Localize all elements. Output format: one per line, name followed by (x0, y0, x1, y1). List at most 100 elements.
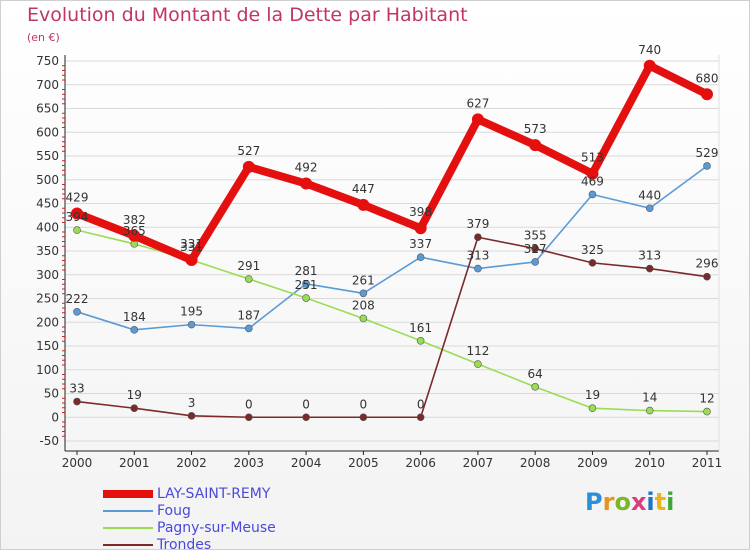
legend-item: Trondes (103, 536, 276, 553)
data-label: 161 (409, 321, 432, 335)
data-label: 492 (295, 161, 318, 175)
data-label: 12 (699, 392, 714, 406)
x-tick-label: 2011 (692, 456, 723, 470)
data-point (586, 167, 599, 180)
series-line (73, 61, 711, 265)
legend-swatch (103, 526, 153, 529)
data-label: 195 (180, 305, 203, 319)
data-label: 281 (295, 264, 318, 278)
y-tick-label: 400 (36, 220, 59, 234)
series-line (76, 229, 708, 413)
data-point (645, 204, 654, 213)
x-tick-label: 2004 (291, 456, 322, 470)
data-label: 327 (524, 242, 547, 256)
data-label: 573 (524, 122, 547, 136)
data-point (359, 289, 368, 298)
data-point (187, 412, 196, 420)
data-label: 222 (66, 292, 89, 306)
data-point (416, 336, 425, 345)
legend-swatch (103, 509, 153, 512)
data-point (187, 320, 196, 329)
data-label: 337 (409, 237, 432, 251)
data-point (302, 279, 310, 288)
data-point (242, 160, 255, 173)
x-tick-label: 2003 (234, 456, 265, 470)
grid (65, 60, 719, 442)
data-point (128, 229, 141, 242)
data-label: 680 (696, 71, 719, 85)
legend-swatch (103, 543, 153, 546)
proxiti-logo: Proxiti (585, 488, 675, 516)
data-point (529, 139, 542, 152)
data-label: 261 (352, 273, 375, 287)
y-tick-label: -50 (39, 434, 59, 448)
data-point (531, 258, 539, 266)
data-point (302, 294, 310, 302)
legend-item: Pagny-sur-Meuse (103, 519, 276, 536)
legend-label: Foug (157, 502, 191, 519)
data-label: 112 (466, 344, 489, 358)
data-label: 447 (352, 182, 375, 196)
y-tick-label: 150 (36, 339, 59, 353)
axes: -500501001502002503003504004505005506006… (36, 54, 722, 470)
series-lines (71, 59, 713, 422)
data-label: 313 (638, 249, 661, 263)
y-tick-label: 700 (36, 78, 59, 92)
chart-title: Evolution du Montant de la Dette par Hab… (27, 4, 468, 26)
data-label: 379 (466, 217, 489, 231)
x-tick-label: 2008 (520, 456, 551, 470)
data-label: 313 (466, 249, 489, 263)
data-label: 64 (528, 367, 543, 381)
y-tick-label: 500 (36, 173, 59, 187)
data-label: 19 (585, 388, 600, 402)
data-point (416, 253, 425, 261)
data-point (588, 259, 597, 267)
y-tick-label: 250 (36, 292, 59, 306)
data-point (414, 222, 427, 235)
legend: LAY-SAINT-REMY Foug Pagny-sur-Meuse Trondes (103, 485, 276, 553)
y-tick-label: 300 (36, 268, 59, 282)
data-label: 251 (295, 278, 318, 292)
data-point (300, 177, 313, 190)
data-point (703, 272, 711, 281)
y-tick-label: 200 (36, 315, 59, 329)
data-point (73, 307, 81, 316)
y-tick-label: 750 (36, 54, 59, 68)
data-label: 19 (127, 388, 142, 402)
data-point (471, 113, 484, 126)
legend-item: Foug (103, 502, 276, 519)
data-label: 740 (638, 43, 661, 57)
data-point (73, 397, 81, 406)
chart-subtitle: (en €) (27, 31, 60, 44)
data-label: 429 (66, 190, 89, 204)
data-label: 382 (123, 213, 146, 227)
data-point (474, 233, 482, 242)
data-point (645, 264, 654, 273)
data-label: 0 (302, 397, 310, 411)
data-point (357, 198, 370, 211)
legend-label: Pagny-sur-Meuse (157, 519, 276, 536)
data-point (73, 226, 81, 234)
data-point (701, 88, 713, 101)
data-point (359, 413, 368, 422)
data-label: 394 (66, 210, 89, 224)
y-tick-label: 100 (36, 363, 59, 377)
y-tick-label: 0 (51, 410, 59, 424)
data-label: 0 (417, 397, 425, 411)
data-label: 529 (696, 146, 719, 160)
data-label: 325 (581, 243, 604, 257)
x-tick-label: 2010 (634, 456, 665, 470)
data-point (359, 314, 368, 323)
data-label: 3 (188, 396, 196, 410)
data-point (531, 244, 539, 253)
data-point (302, 413, 310, 422)
data-point (474, 360, 482, 368)
data-label: 331 (180, 240, 203, 254)
data-point (703, 162, 711, 170)
data-label: 187 (237, 308, 260, 322)
data-point (643, 59, 656, 72)
data-label: 33 (69, 382, 84, 396)
data-point (245, 413, 253, 422)
x-tick-label: 2002 (176, 456, 207, 470)
